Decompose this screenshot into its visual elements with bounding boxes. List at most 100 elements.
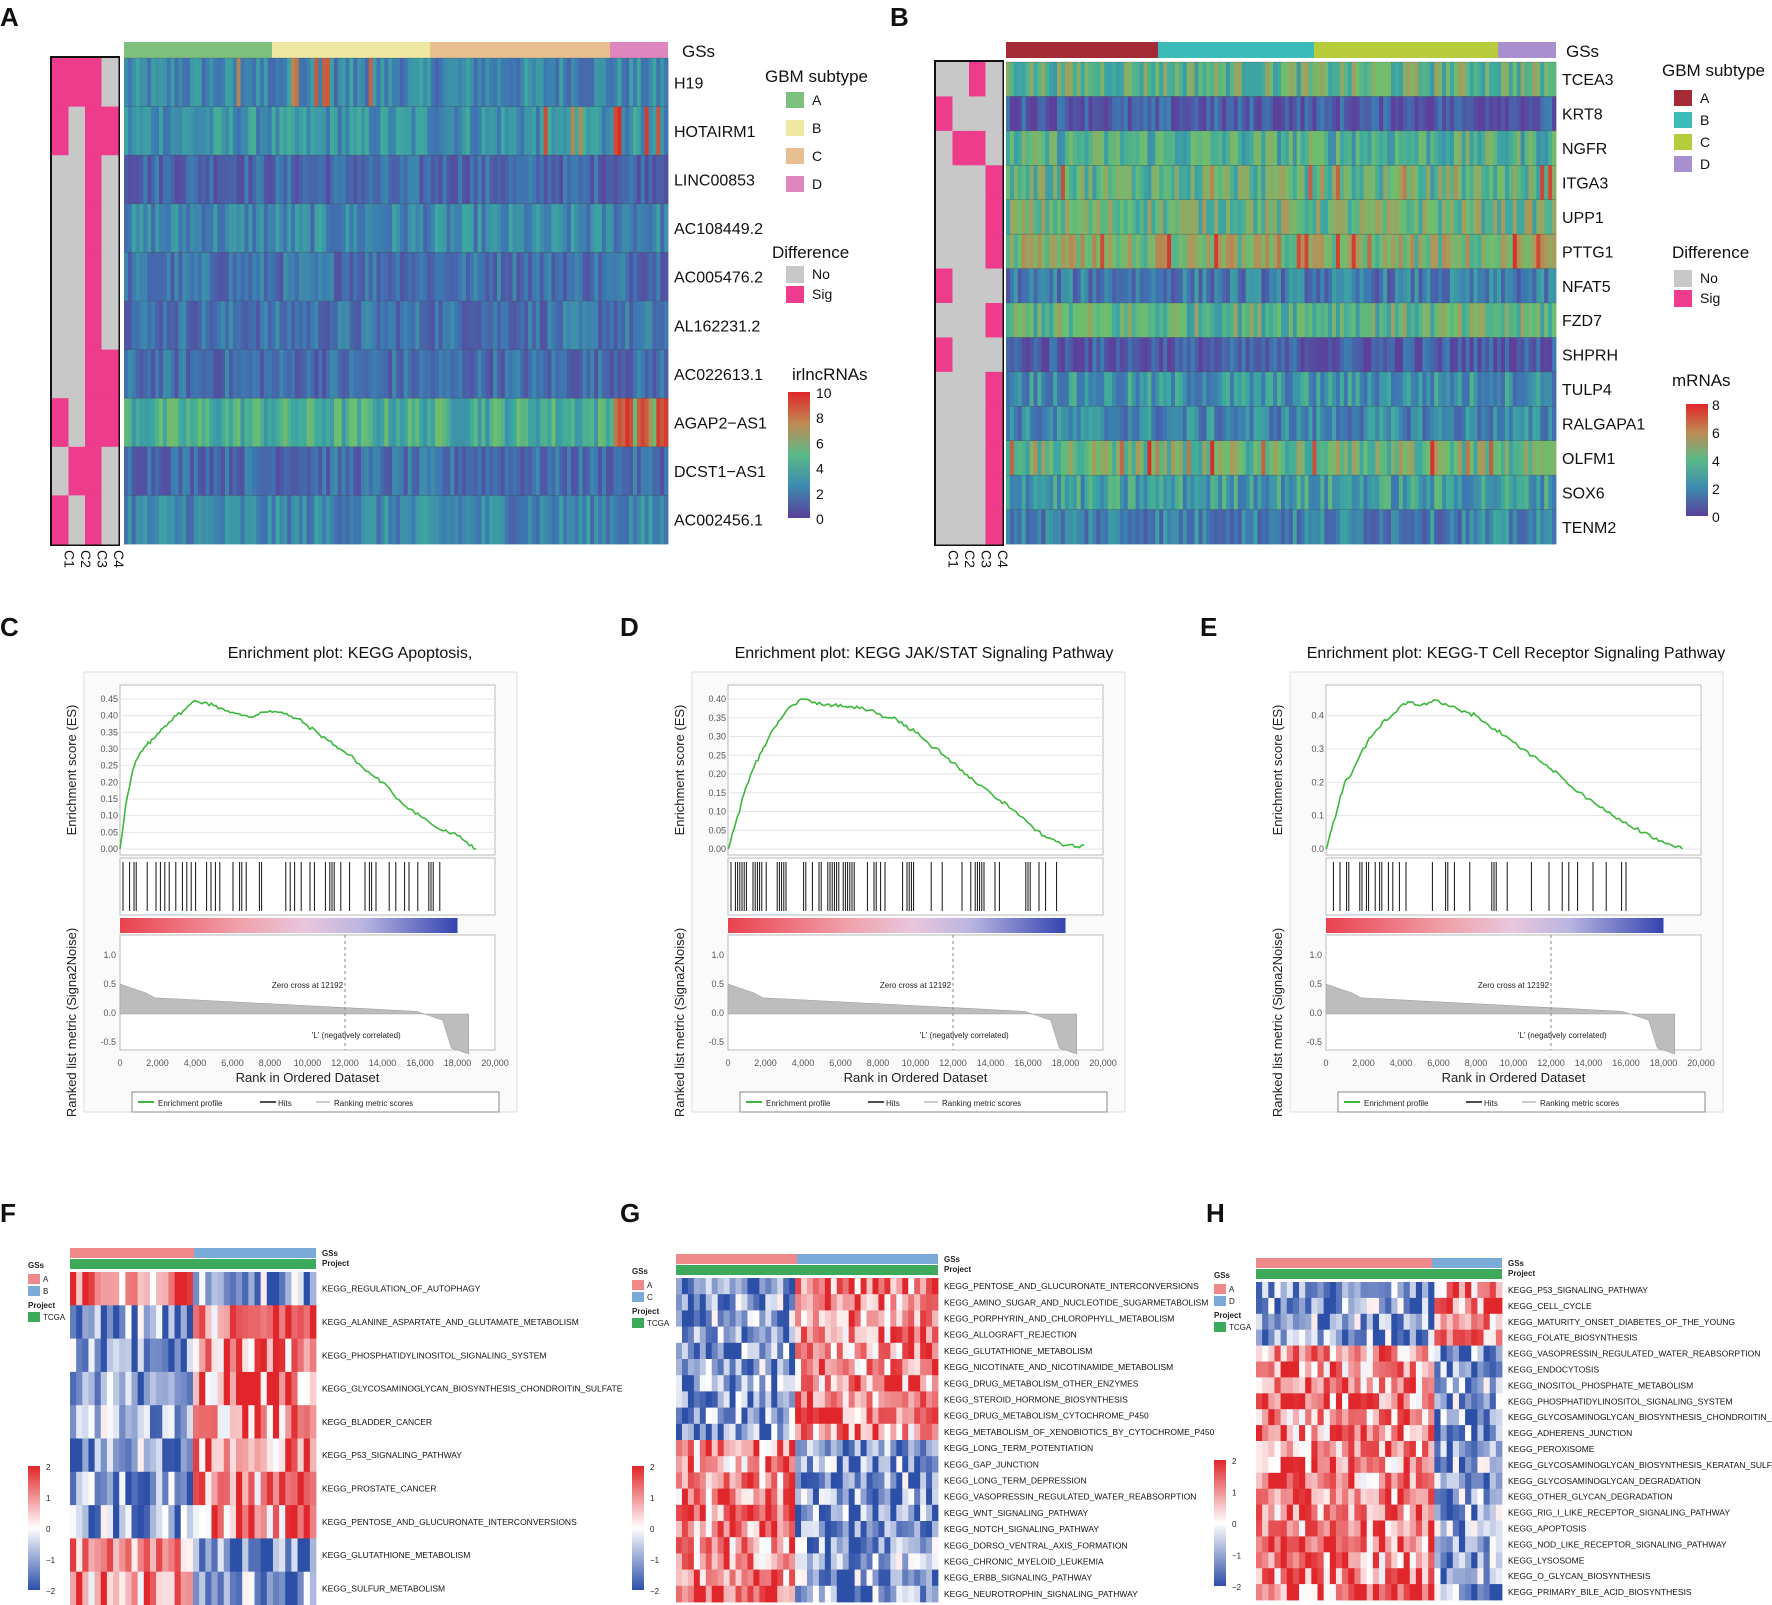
panel-a-difference-matrix bbox=[50, 56, 120, 546]
heat-cell bbox=[878, 1488, 885, 1506]
heat-cell bbox=[896, 1326, 903, 1344]
heat-cell bbox=[1461, 130, 1467, 166]
heat-cell bbox=[1489, 62, 1494, 97]
heat-cell bbox=[1544, 337, 1549, 373]
heat-cell bbox=[1135, 475, 1140, 510]
heat-cell bbox=[1430, 509, 1435, 545]
heat-cell bbox=[896, 1375, 903, 1392]
difference-cell bbox=[101, 398, 119, 448]
heat-cell bbox=[1489, 96, 1494, 132]
heat-cell bbox=[1021, 371, 1027, 407]
heat-cell bbox=[926, 1391, 933, 1408]
heat-cell bbox=[407, 203, 412, 253]
heat-cell bbox=[454, 349, 459, 399]
difference-cell bbox=[68, 155, 86, 205]
heat-cell bbox=[1284, 303, 1290, 338]
heat-cell bbox=[1100, 234, 1105, 269]
heat-cell bbox=[1178, 303, 1184, 338]
heat-cell bbox=[229, 1405, 237, 1439]
heat-cell bbox=[1446, 337, 1451, 373]
heat-cell bbox=[516, 398, 521, 448]
heat-cell bbox=[1410, 406, 1415, 442]
heat-cell bbox=[555, 446, 560, 496]
heat-cell bbox=[1127, 303, 1133, 338]
heat-cell bbox=[147, 58, 152, 107]
heat-cell bbox=[609, 349, 614, 399]
heat-cell bbox=[1461, 406, 1467, 442]
heat-cell bbox=[190, 495, 195, 545]
heat-cell bbox=[1339, 475, 1345, 510]
heat-cell bbox=[878, 1440, 885, 1457]
heat-cell bbox=[1037, 303, 1042, 338]
heat-cell bbox=[1229, 234, 1235, 269]
heat-cell bbox=[1359, 234, 1364, 269]
heat-cell bbox=[1379, 165, 1384, 201]
heat-cell bbox=[223, 1505, 231, 1539]
heat-cell bbox=[605, 155, 611, 205]
scale-tick-label: 6 bbox=[816, 435, 824, 451]
heat-cell bbox=[1017, 165, 1023, 201]
heat-cell bbox=[1391, 337, 1396, 373]
heat-cell bbox=[151, 203, 156, 253]
heat-cell bbox=[1021, 337, 1027, 373]
heat-cell bbox=[512, 58, 517, 107]
heat-cell bbox=[182, 252, 187, 302]
heat-cell bbox=[1233, 337, 1239, 373]
heat-cell bbox=[131, 1338, 139, 1373]
heat-cell bbox=[1288, 234, 1294, 269]
heat-cell bbox=[1548, 199, 1553, 235]
heat-cell bbox=[260, 1405, 268, 1439]
difference-cell bbox=[52, 495, 69, 545]
heat-cell bbox=[407, 446, 412, 496]
heat-cell bbox=[1312, 509, 1317, 545]
heat-cell bbox=[272, 1471, 280, 1506]
heat-cell bbox=[465, 58, 471, 107]
heat-cell bbox=[271, 203, 276, 253]
heat-cell bbox=[1477, 337, 1482, 373]
heat-cell bbox=[1339, 62, 1345, 97]
heat-cell bbox=[1237, 96, 1243, 132]
heat-cell bbox=[1430, 62, 1435, 97]
heat-cell bbox=[570, 349, 576, 399]
subtype-bar-segment-c bbox=[430, 42, 610, 58]
difference-cell bbox=[952, 199, 970, 235]
heat-cell bbox=[1139, 509, 1144, 545]
heat-cell bbox=[1088, 62, 1093, 97]
heat-cell bbox=[765, 1359, 772, 1376]
heat-cell bbox=[392, 349, 397, 399]
heat-cell bbox=[1485, 62, 1490, 97]
heat-cell bbox=[705, 1359, 713, 1376]
heat-cell bbox=[1269, 234, 1274, 269]
heat-cell bbox=[681, 1423, 689, 1441]
heat-cell bbox=[705, 1488, 713, 1506]
heat-cell bbox=[1516, 371, 1522, 407]
heat-cell bbox=[1402, 62, 1408, 97]
heat-cell bbox=[1013, 509, 1019, 545]
heat-cell bbox=[1501, 96, 1506, 132]
x-tick-label: 8,000 bbox=[1465, 1058, 1488, 1068]
heat-cell bbox=[1296, 303, 1302, 338]
heat-cell bbox=[190, 106, 195, 156]
heat-cell bbox=[106, 1338, 114, 1373]
heat-cell bbox=[217, 301, 222, 350]
heat-cell bbox=[1273, 509, 1278, 545]
heat-cell bbox=[1453, 337, 1459, 373]
heat-cell bbox=[636, 155, 642, 205]
heat-cell bbox=[263, 398, 269, 448]
heat-cell bbox=[812, 1359, 820, 1376]
heat-cell bbox=[1485, 96, 1490, 132]
heat-cell bbox=[256, 203, 261, 253]
heat-cell bbox=[211, 1505, 218, 1539]
heat-cell bbox=[131, 252, 137, 302]
heat-cell bbox=[1552, 268, 1557, 304]
heat-cell bbox=[70, 1405, 77, 1439]
heat-cell bbox=[473, 58, 478, 107]
heat-cell bbox=[283, 155, 288, 205]
heat-cell bbox=[1131, 199, 1137, 235]
heat-cell bbox=[310, 301, 315, 350]
heat-cell bbox=[1473, 96, 1478, 132]
heat-cell bbox=[497, 349, 502, 399]
heat-cell bbox=[1174, 96, 1180, 132]
heat-cell bbox=[516, 58, 521, 107]
heat-cell bbox=[621, 398, 626, 448]
